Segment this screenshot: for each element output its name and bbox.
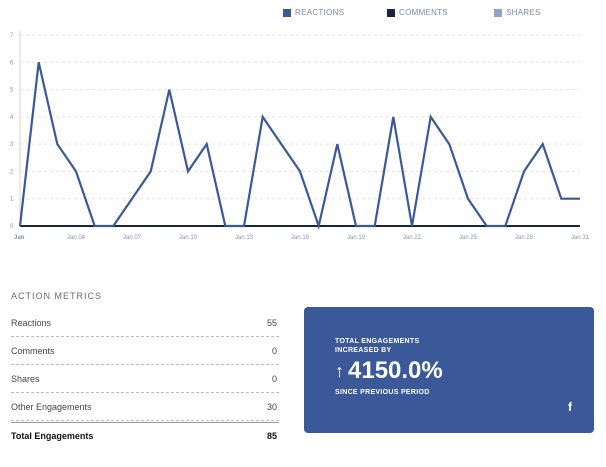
x-tick-label: Jan 13 bbox=[235, 235, 254, 241]
facebook-icon[interactable]: f bbox=[568, 400, 572, 414]
legend-label: SHARES bbox=[506, 8, 541, 17]
legend-item-reactions[interactable]: REACTIONS bbox=[283, 8, 344, 17]
legend-item-comments[interactable]: COMMENTS bbox=[387, 8, 448, 17]
metric-row-total: Total Engagements 85 bbox=[11, 422, 279, 449]
y-tick-label: 1 bbox=[10, 197, 14, 203]
metric-value: 0 bbox=[271, 373, 277, 384]
metric-label: Comments bbox=[11, 345, 55, 356]
engagement-line-chart: 0 1 2 3 4 5 6 7 Jan Jan 04 Jan 07 Jan 10 Jan 13 Jan 1… bbox=[10, 31, 590, 241]
metric-row-reactions: Reactions 55 bbox=[11, 309, 279, 337]
series-line-reactions bbox=[18, 62, 580, 231]
x-tick-label: Jan 25 bbox=[459, 235, 478, 241]
y-tick-label: 4 bbox=[10, 115, 14, 121]
metric-label: Reactions bbox=[11, 317, 52, 328]
legend-swatch bbox=[387, 8, 395, 17]
card-subtitle: SINCE PREVIOUS PERIOD bbox=[335, 389, 430, 396]
y-tick-label: 3 bbox=[10, 142, 14, 148]
legend-label: COMMENTS bbox=[399, 8, 449, 17]
x-tick-label: Jan 10 bbox=[179, 235, 198, 241]
y-tick-label: 6 bbox=[10, 60, 14, 66]
metrics-title: ACTION METRICS bbox=[11, 291, 103, 301]
x-tick-label: Jan 28 bbox=[515, 235, 534, 241]
engagement-summary-card: TOTAL ENGAGEMENTS INCREASED BY ↑ 4150.0%… bbox=[304, 307, 594, 433]
y-tick-label: 2 bbox=[10, 169, 14, 175]
legend-item-shares[interactable]: SHARES bbox=[494, 8, 541, 17]
chart-legend: REACTIONS COMMENTS SHARES bbox=[0, 8, 606, 22]
legend-swatch bbox=[494, 8, 502, 17]
metric-label: Other Engagements bbox=[11, 401, 92, 412]
x-tick-label: Jan bbox=[14, 235, 25, 241]
metric-row-other-engagements: Other Engagements 30 bbox=[11, 393, 279, 421]
arrow-up-icon: ↑ bbox=[335, 360, 344, 381]
metric-total-value: 85 bbox=[266, 431, 277, 441]
x-tick-label: Jan 31 bbox=[571, 235, 590, 241]
y-tick-label: 5 bbox=[10, 88, 14, 94]
x-tick-label: Jan 04 bbox=[67, 235, 86, 241]
metric-row-comments: Comments 0 bbox=[11, 337, 279, 365]
card-percentage: ↑ 4150.0% bbox=[335, 357, 443, 385]
metric-value: 30 bbox=[266, 401, 277, 412]
x-tick-label: Jan 16 bbox=[291, 235, 310, 241]
metric-label: Shares bbox=[11, 373, 40, 384]
metric-row-shares: Shares 0 bbox=[11, 365, 279, 393]
card-percentage-value: 4150.0% bbox=[348, 357, 443, 384]
y-tick-label: 7 bbox=[10, 33, 14, 39]
x-tick-label: Jan 07 bbox=[123, 235, 142, 241]
legend-label: REACTIONS bbox=[295, 8, 345, 17]
y-tick-label: 0 bbox=[10, 224, 14, 230]
metric-value: 55 bbox=[266, 317, 277, 328]
legend-swatch bbox=[283, 8, 291, 17]
metrics-table: Reactions 55 Comments 0 Shares 0 Other E… bbox=[11, 309, 279, 449]
card-heading: TOTAL ENGAGEMENTS INCREASED BY bbox=[335, 338, 420, 354]
metric-total-label: Total Engagements bbox=[11, 431, 94, 441]
x-tick-label: Jan 19 bbox=[347, 235, 366, 241]
x-tick-label: Jan 22 bbox=[403, 235, 422, 241]
metric-value: 0 bbox=[271, 345, 277, 356]
